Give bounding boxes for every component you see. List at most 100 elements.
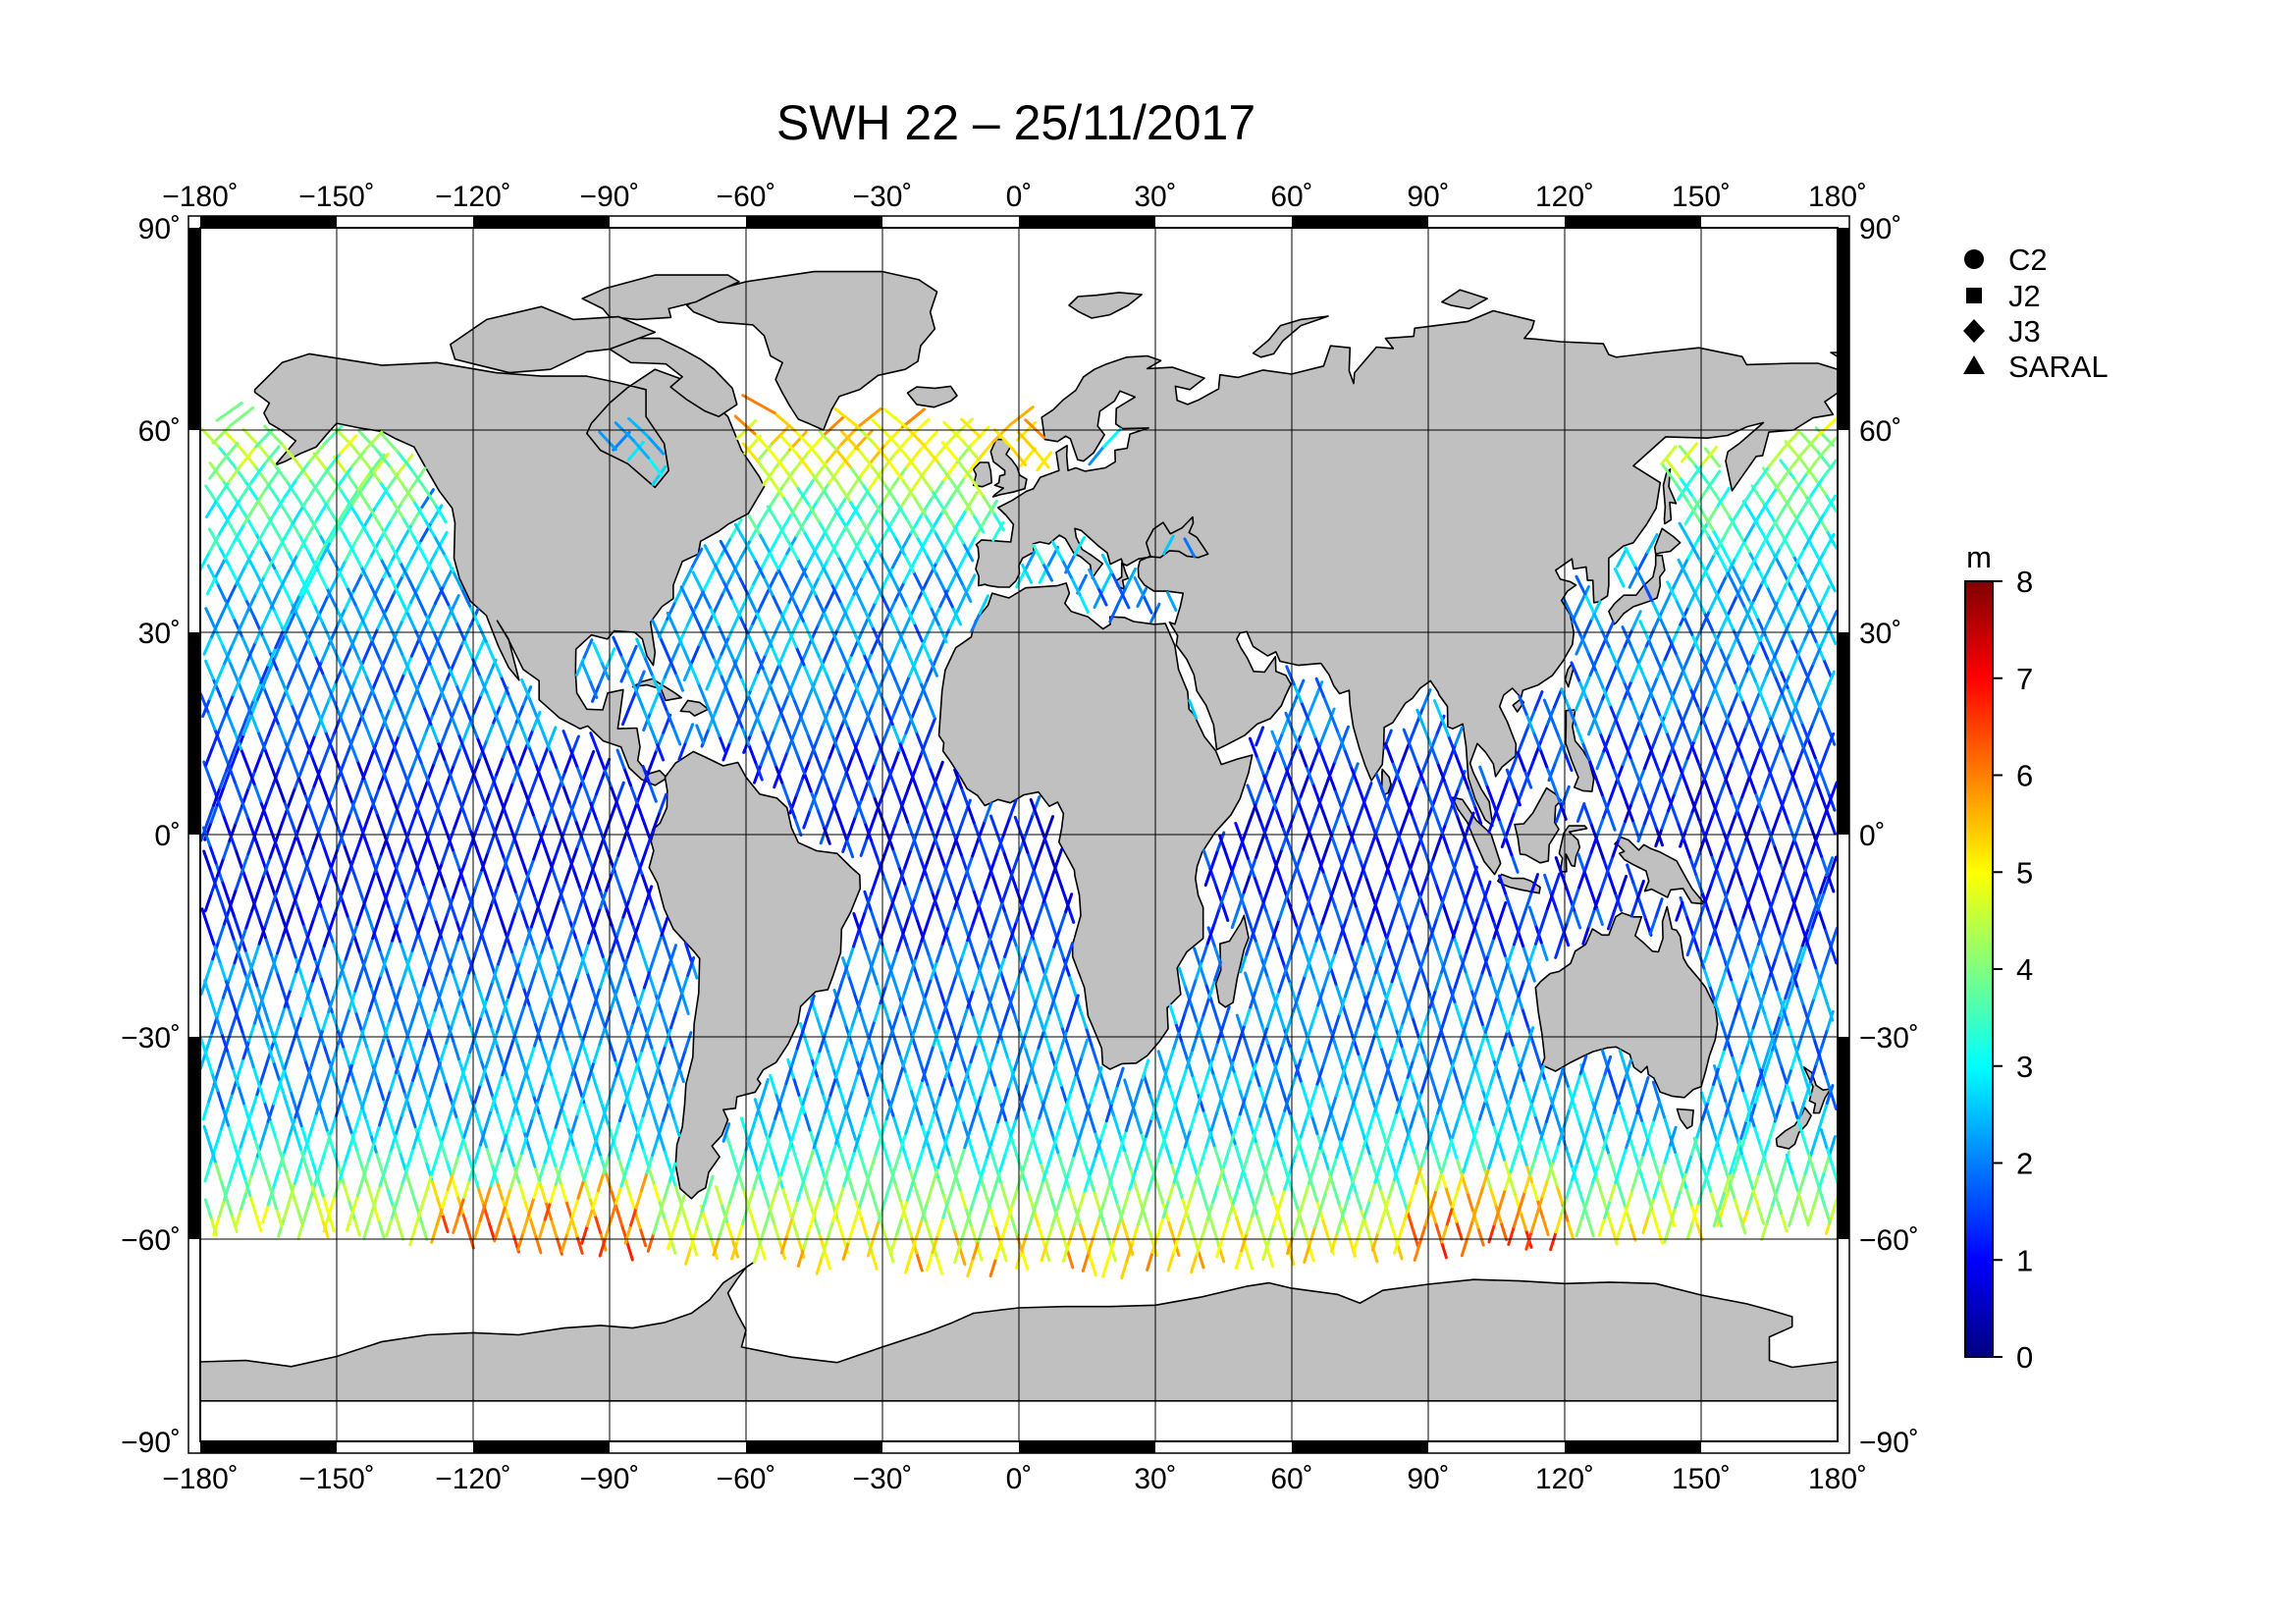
track-segment (1822, 532, 1836, 554)
track-segment (226, 712, 237, 733)
track-segment (854, 634, 866, 656)
track-segment (881, 1079, 889, 1100)
track-segment (1020, 833, 1030, 854)
track-segment (1308, 939, 1318, 960)
track-segment (380, 1167, 389, 1189)
track-segment (242, 505, 257, 525)
track-segment (809, 636, 821, 658)
track-segment (878, 551, 891, 572)
track-segment (984, 868, 993, 890)
track-segment (1050, 1206, 1059, 1227)
track-segment (624, 904, 634, 926)
track-segment (313, 654, 325, 676)
track-segment (453, 808, 462, 830)
track-segment (1795, 944, 1804, 965)
track-segment (1428, 865, 1438, 886)
track-segment (1790, 895, 1800, 917)
track-segment (1482, 880, 1492, 901)
track-segment (1816, 816, 1826, 838)
track-segment (1403, 1125, 1413, 1147)
track-segment (1615, 721, 1626, 742)
track-segment (770, 485, 784, 507)
track-segment (1000, 1038, 1009, 1059)
track-segment (302, 791, 313, 813)
track-segment (930, 828, 939, 848)
track-segment (649, 693, 660, 715)
track-segment (1545, 765, 1555, 786)
track-segment (1730, 933, 1739, 954)
track-segment (872, 794, 882, 816)
track-segment (1822, 657, 1833, 678)
track-segment (611, 853, 620, 875)
track-segment (866, 1236, 876, 1258)
track-segment (595, 775, 605, 796)
track-segment (1684, 783, 1694, 804)
track-segment (1731, 626, 1742, 648)
track-segment (473, 1143, 482, 1164)
track-segment (982, 1048, 991, 1069)
track-segment (960, 915, 970, 937)
track-segment (667, 1162, 677, 1183)
track-segment (931, 1165, 940, 1187)
track-segment (670, 1045, 680, 1066)
track-segment (318, 593, 330, 615)
track-segment (265, 817, 275, 839)
track-segment (321, 1217, 330, 1239)
track-segment (561, 981, 571, 1002)
track-segment (327, 680, 338, 702)
track-segment (721, 1122, 731, 1143)
track-segment (1378, 1074, 1388, 1096)
track-segment (1525, 1100, 1534, 1121)
track-segment (416, 914, 426, 935)
track-segment (1434, 1170, 1444, 1192)
track-segment (1263, 1101, 1272, 1122)
track-segment (1606, 909, 1616, 931)
track-segment (565, 1048, 574, 1069)
track-segment (1663, 1115, 1672, 1137)
track-segment (930, 488, 945, 510)
track-segment (399, 966, 408, 988)
track-segment (319, 749, 329, 771)
track-segment (278, 1004, 287, 1026)
track-segment (1805, 454, 1823, 475)
track-segment (1770, 750, 1780, 771)
track-segment (203, 1162, 212, 1183)
track-segment (1800, 926, 1810, 947)
track-segment (1179, 1039, 1189, 1059)
track-segment (1183, 537, 1197, 559)
track-segment (838, 707, 849, 728)
track-segment (1573, 908, 1582, 930)
track-segment (531, 813, 542, 835)
track-segment (1818, 961, 1827, 983)
track-segment (1067, 1224, 1076, 1246)
track-segment (1607, 645, 1619, 666)
track-segment (796, 1103, 805, 1123)
track-segment (243, 547, 256, 568)
track-segment (1703, 836, 1713, 857)
track-segment (1477, 938, 1486, 959)
track-segment (674, 991, 684, 1012)
track-segment (834, 1124, 843, 1145)
track-segment (1682, 616, 1694, 636)
track-segment (735, 639, 747, 661)
track-segment (885, 598, 897, 620)
track-segment (1618, 1186, 1627, 1208)
track-segment (1444, 804, 1454, 826)
track-segment (410, 539, 423, 560)
track-segment (1705, 1109, 1715, 1130)
track-segment (1177, 966, 1187, 988)
land-south-america (648, 750, 862, 1200)
track-segment (1715, 847, 1725, 869)
track-segment (255, 669, 266, 690)
track-segment (1524, 712, 1535, 733)
track-segment (1146, 1251, 1154, 1271)
track-segment (1183, 1198, 1192, 1219)
track-segment (837, 1085, 846, 1106)
track-segment (1168, 1101, 1178, 1122)
track-segment (1305, 1021, 1314, 1043)
track-segment (386, 1037, 396, 1058)
track-segment (1373, 1169, 1382, 1190)
track-segment (1774, 939, 1784, 960)
track-segment (1726, 873, 1735, 893)
track-segment (648, 974, 658, 996)
